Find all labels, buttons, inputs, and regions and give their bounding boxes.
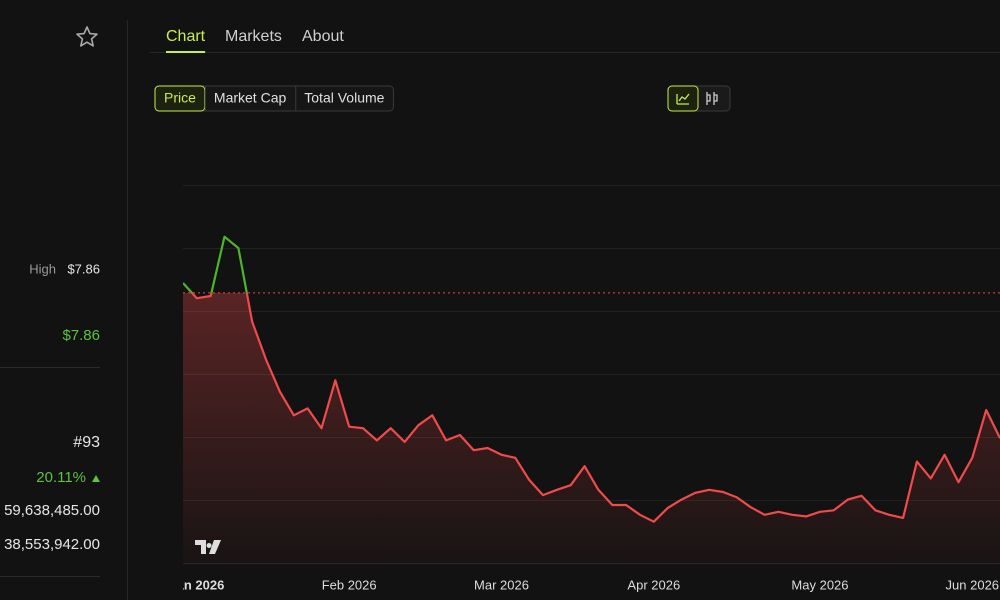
area — [183, 236, 1000, 565]
change: 20.11% — [36, 469, 86, 486]
tab[interactable]: About — [302, 28, 344, 45]
x-tick-label: Mar 2026 — [474, 577, 529, 592]
rank: #93 — [73, 434, 100, 451]
x-tick-label: Jun 2026 — [946, 577, 1000, 592]
line-icon — [676, 93, 690, 105]
favorite-star[interactable] — [76, 26, 98, 47]
toolbar-button-label[interactable]: Price — [164, 90, 196, 106]
x-tick-label: Jan 2026 — [169, 577, 224, 592]
amount: 59,638,485.00 — [4, 502, 100, 519]
price-line — [183, 235, 1000, 523]
tab[interactable]: Chart — [166, 28, 206, 45]
candle-icon[interactable] — [706, 92, 718, 105]
tab-underline — [166, 51, 206, 53]
high-label: High — [29, 261, 56, 276]
toolbar-button-label[interactable]: Market Cap — [214, 90, 287, 106]
high-value: $7.86 — [67, 261, 100, 276]
x-tick-label: Feb 2026 — [322, 577, 377, 592]
up-arrow — [92, 475, 100, 482]
line-chart-button[interactable] — [667, 85, 699, 112]
tab[interactable]: Markets — [225, 28, 282, 45]
x-tick-label: Apr 2026 — [627, 577, 680, 592]
tradingview-logo — [195, 540, 221, 554]
toolbar-button-label[interactable]: Total Volume — [304, 90, 384, 106]
x-tick-label: May 2026 — [791, 577, 848, 592]
price: $7.86 — [62, 327, 100, 344]
amount: 38,553,942.00 — [4, 536, 100, 553]
